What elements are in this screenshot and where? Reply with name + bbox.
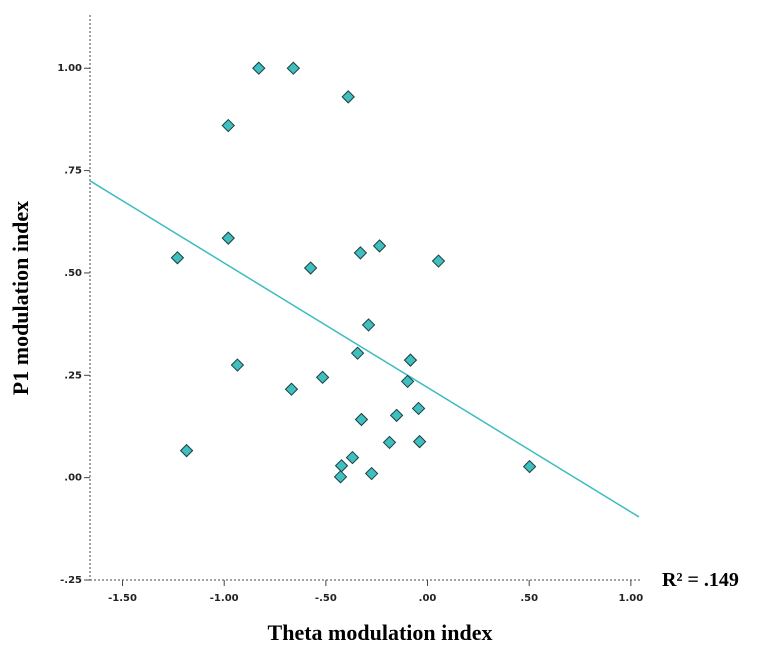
x-tick-label: .00 xyxy=(419,593,437,604)
point xyxy=(334,459,349,473)
point xyxy=(411,401,426,416)
point xyxy=(345,450,360,465)
fit-line xyxy=(89,180,640,518)
point xyxy=(353,246,368,260)
y-tick-label: .00 xyxy=(64,473,82,484)
point xyxy=(382,435,397,450)
point xyxy=(522,459,537,474)
point xyxy=(412,434,427,449)
point xyxy=(315,370,330,385)
point xyxy=(400,374,415,389)
point xyxy=(179,443,194,458)
point xyxy=(221,118,235,133)
y-axis-label: P1 modulation index xyxy=(8,201,33,395)
point xyxy=(341,90,355,104)
point xyxy=(303,261,318,275)
y-tick-label: 1.00 xyxy=(57,63,82,74)
point xyxy=(403,353,418,367)
x-tick-label: -1.00 xyxy=(210,593,239,604)
x-tick-label: -1.50 xyxy=(108,593,137,604)
point xyxy=(252,61,266,75)
point xyxy=(431,254,446,268)
point xyxy=(350,346,365,360)
point xyxy=(364,466,379,481)
annotation: R² = .149 xyxy=(662,569,739,591)
point xyxy=(286,61,301,75)
y-tick-label: .50 xyxy=(64,268,82,279)
x-tick-label: .50 xyxy=(520,593,538,604)
point xyxy=(284,382,299,396)
point xyxy=(230,358,245,372)
x-tick-label: 1.00 xyxy=(619,593,644,604)
x-tick-label: -.50 xyxy=(315,593,337,604)
point xyxy=(221,231,235,245)
y-tick-label: .75 xyxy=(64,166,82,177)
point xyxy=(170,251,185,265)
point xyxy=(372,239,387,253)
point xyxy=(333,470,348,484)
point xyxy=(354,412,369,427)
point xyxy=(361,318,376,332)
x-axis-label: Theta modulation index xyxy=(268,620,493,645)
y-tick-label: -.25 xyxy=(60,575,82,586)
point xyxy=(389,408,404,423)
y-tick-label: .25 xyxy=(64,370,82,381)
